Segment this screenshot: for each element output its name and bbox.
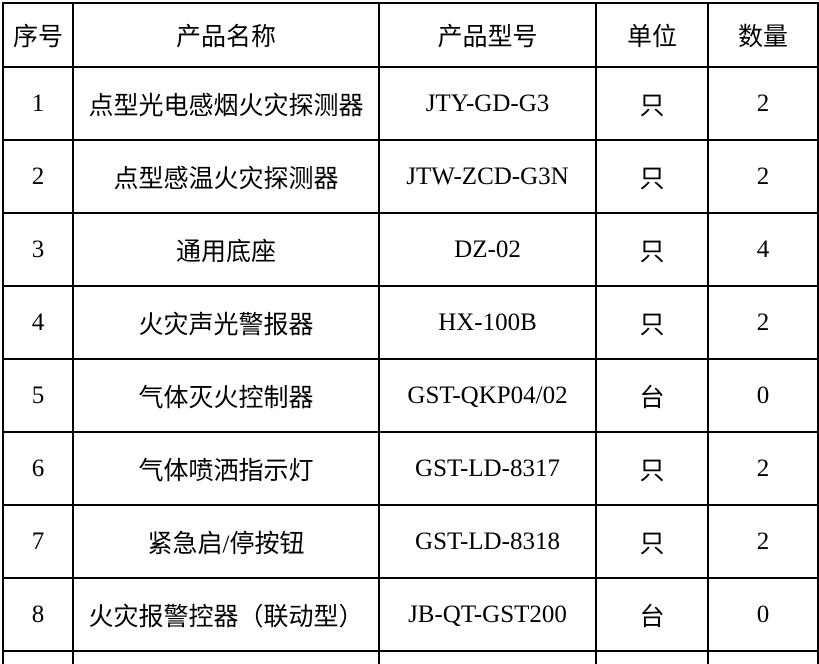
- cell-unit: 台: [595, 358, 709, 433]
- cell-model: JTY-GD-G3: [378, 66, 597, 141]
- table-row: 2 点型感温火灾探测器 JTW-ZCD-G3N 只 2: [2, 139, 819, 214]
- table-header-row: 序号 产品名称 产品型号 单位 数量: [2, 2, 819, 68]
- cell-model: JTW-ZCD-G3N: [378, 139, 597, 214]
- column-header-qty: 数量: [707, 2, 819, 68]
- cell-unit: 只: [595, 139, 709, 214]
- cell-unit: 台: [595, 577, 709, 652]
- column-header-unit: 单位: [595, 2, 709, 68]
- column-header-name: 产品名称: [72, 2, 380, 68]
- table-row: 1 点型光电感烟火灾探测器 JTY-GD-G3 只 2: [2, 66, 819, 141]
- cell-name: 点型光电感烟火灾探测器: [72, 66, 380, 141]
- cell-empty: [378, 650, 597, 664]
- cell-qty: 0: [707, 577, 819, 652]
- cell-model: DZ-02: [378, 212, 597, 287]
- cell-no: 4: [2, 285, 74, 360]
- cell-qty: 2: [707, 66, 819, 141]
- table-row: 5 气体灭火控制器 GST-QKP04/02 台 0: [2, 358, 819, 433]
- cell-name: 点型感温火灾探测器: [72, 139, 380, 214]
- cell-name: 紧急启/停按钮: [72, 504, 380, 579]
- cell-qty: 0: [707, 358, 819, 433]
- cell-no: 6: [2, 431, 74, 506]
- cell-qty: 2: [707, 285, 819, 360]
- cell-unit: 只: [595, 66, 709, 141]
- cell-qty: 2: [707, 504, 819, 579]
- cell-no: 3: [2, 212, 74, 287]
- cell-name: 气体喷洒指示灯: [72, 431, 380, 506]
- cell-qty: 2: [707, 431, 819, 506]
- cell-unit: 只: [595, 431, 709, 506]
- cell-unit: 只: [595, 504, 709, 579]
- cell-model: GST-LD-8317: [378, 431, 597, 506]
- cell-unit: 只: [595, 212, 709, 287]
- table-row: 3 通用底座 DZ-02 只 4: [2, 212, 819, 287]
- cell-qty: 2: [707, 139, 819, 214]
- table-row: 4 火灾声光警报器 HX-100B 只 2: [2, 285, 819, 360]
- cell-no: 7: [2, 504, 74, 579]
- cell-qty: 4: [707, 212, 819, 287]
- cell-model: GST-LD-8318: [378, 504, 597, 579]
- cell-model: HX-100B: [378, 285, 597, 360]
- cell-empty: [707, 650, 819, 664]
- table-row: 6 气体喷洒指示灯 GST-LD-8317 只 2: [2, 431, 819, 506]
- cell-no: 1: [2, 66, 74, 141]
- cell-name: 火灾报警控器（联动型）: [72, 577, 380, 652]
- cell-model: GST-QKP04/02: [378, 358, 597, 433]
- cell-empty: [72, 650, 380, 664]
- cell-no: 8: [2, 577, 74, 652]
- column-header-model: 产品型号: [378, 2, 597, 68]
- cell-empty: [595, 650, 709, 664]
- cell-name: 气体灭火控制器: [72, 358, 380, 433]
- cell-unit: 只: [595, 285, 709, 360]
- cell-empty: [2, 650, 74, 664]
- table-row: 7 紧急启/停按钮 GST-LD-8318 只 2: [2, 504, 819, 579]
- column-header-no: 序号: [2, 2, 74, 68]
- cell-name: 通用底座: [72, 212, 380, 287]
- cell-no: 2: [2, 139, 74, 214]
- cell-model: JB-QT-GST200: [378, 577, 597, 652]
- cell-no: 5: [2, 358, 74, 433]
- table-row-partial: [2, 650, 819, 664]
- table-row: 8 火灾报警控器（联动型） JB-QT-GST200 台 0: [2, 577, 819, 652]
- cell-name: 火灾声光警报器: [72, 285, 380, 360]
